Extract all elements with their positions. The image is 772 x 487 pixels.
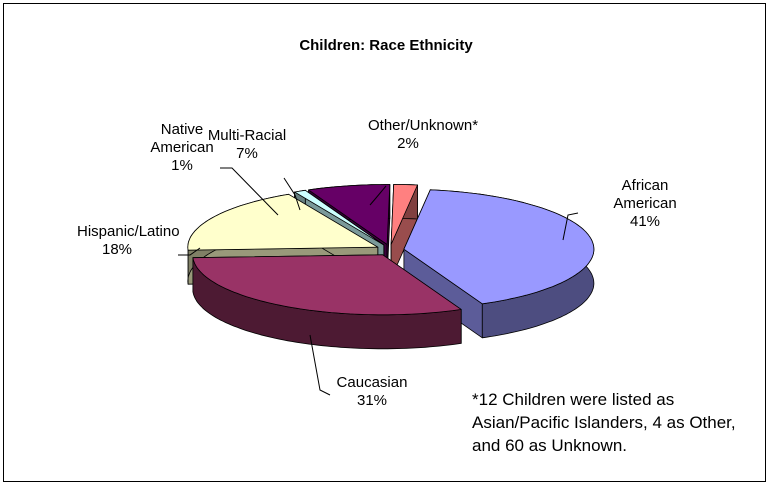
- value-label: 2%: [397, 135, 419, 152]
- footnote: *12 Children were listed as Asian/Pacifi…: [472, 390, 736, 455]
- value-label: 7%: [236, 145, 258, 162]
- slice: [403, 189, 595, 339]
- slice-top: [403, 189, 595, 305]
- leader-line: [369, 185, 387, 206]
- category-label: Caucasian: [336, 374, 408, 391]
- slice: [192, 254, 462, 350]
- slice-top: [187, 193, 379, 251]
- value-label: 1%: [171, 157, 193, 174]
- data-label: Native American 1%: [147, 121, 217, 175]
- value-label: 31%: [356, 392, 388, 409]
- leader-line: [220, 167, 279, 216]
- category-label: Native American: [150, 121, 214, 156]
- slice-top: [192, 254, 462, 316]
- data-label: Hispanic/Latino 18%: [77, 223, 180, 259]
- leader-line: [309, 334, 331, 396]
- leader-lines: [178, 167, 579, 396]
- slice-top: [308, 184, 391, 245]
- slice-top: [294, 189, 385, 246]
- chart-title: Children: Race Ethnicity: [299, 37, 473, 54]
- data-label: African American 41%: [598, 177, 693, 231]
- leader-line: [178, 247, 201, 256]
- value-label: 18%: [101, 241, 133, 258]
- data-label: Multi-Racial 7%: [197, 127, 297, 163]
- slice-top: [390, 184, 418, 245]
- category-label: Multi-Racial: [207, 127, 287, 144]
- leader-line: [562, 212, 579, 241]
- value-label: 41%: [629, 213, 661, 230]
- data-label: Other/Unknown* 2%: [368, 117, 479, 153]
- category-label: African American: [613, 177, 677, 212]
- category-label: Other/Unknown*: [368, 117, 479, 134]
- data-label: Caucasian 31%: [322, 374, 422, 410]
- category-label: Hispanic/Latino: [77, 223, 180, 240]
- chart-frame: [3, 3, 766, 482]
- leader-line: [283, 177, 301, 211]
